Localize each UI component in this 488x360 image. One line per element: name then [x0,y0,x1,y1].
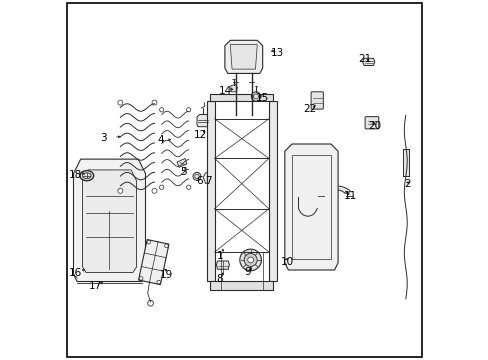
Text: 18: 18 [68,170,82,180]
Circle shape [186,108,190,112]
Circle shape [164,244,168,248]
Text: 9: 9 [244,267,250,277]
Polygon shape [73,159,145,282]
Text: 14: 14 [218,86,231,96]
Polygon shape [284,144,337,270]
Circle shape [247,257,253,263]
Circle shape [186,185,190,189]
Text: 1: 1 [216,251,223,261]
Polygon shape [268,101,276,281]
Polygon shape [82,170,136,273]
Circle shape [159,108,163,112]
Circle shape [147,300,153,306]
Text: 6: 6 [195,176,202,186]
Circle shape [152,100,157,105]
Text: 11: 11 [343,191,356,201]
Circle shape [152,188,157,193]
Polygon shape [319,186,350,193]
Circle shape [159,185,163,189]
Bar [402,149,408,176]
Polygon shape [216,261,229,269]
Circle shape [118,100,122,105]
Polygon shape [224,40,262,73]
Text: 5: 5 [180,167,186,177]
FancyBboxPatch shape [310,92,323,109]
Bar [291,155,330,259]
Polygon shape [230,45,257,69]
Polygon shape [362,58,374,66]
Bar [210,281,273,290]
Circle shape [239,249,261,271]
Text: 13: 13 [270,48,284,58]
Text: 3: 3 [100,132,106,143]
Text: 15: 15 [255,93,268,103]
Bar [210,94,273,101]
Text: 19: 19 [160,270,173,280]
Text: 12: 12 [194,130,207,140]
Ellipse shape [80,171,94,181]
Text: 8: 8 [216,274,223,284]
Circle shape [193,172,201,180]
Text: 2: 2 [403,179,410,189]
Text: 20: 20 [367,121,381,131]
FancyBboxPatch shape [365,117,378,129]
Text: 16: 16 [68,268,82,278]
Polygon shape [197,114,210,127]
Text: 21: 21 [358,54,371,64]
Circle shape [147,240,150,244]
Circle shape [139,276,142,280]
Text: 17: 17 [88,281,102,291]
Polygon shape [203,172,212,184]
Polygon shape [230,85,237,92]
Text: 10: 10 [280,257,293,267]
Polygon shape [138,239,169,285]
Bar [119,101,155,193]
Circle shape [251,92,260,101]
Polygon shape [177,158,186,167]
Text: 4: 4 [157,135,164,145]
Text: 22: 22 [303,104,316,114]
Text: 7: 7 [205,176,211,186]
Polygon shape [206,101,214,281]
Circle shape [118,188,122,193]
Circle shape [244,253,257,266]
Circle shape [157,280,160,284]
